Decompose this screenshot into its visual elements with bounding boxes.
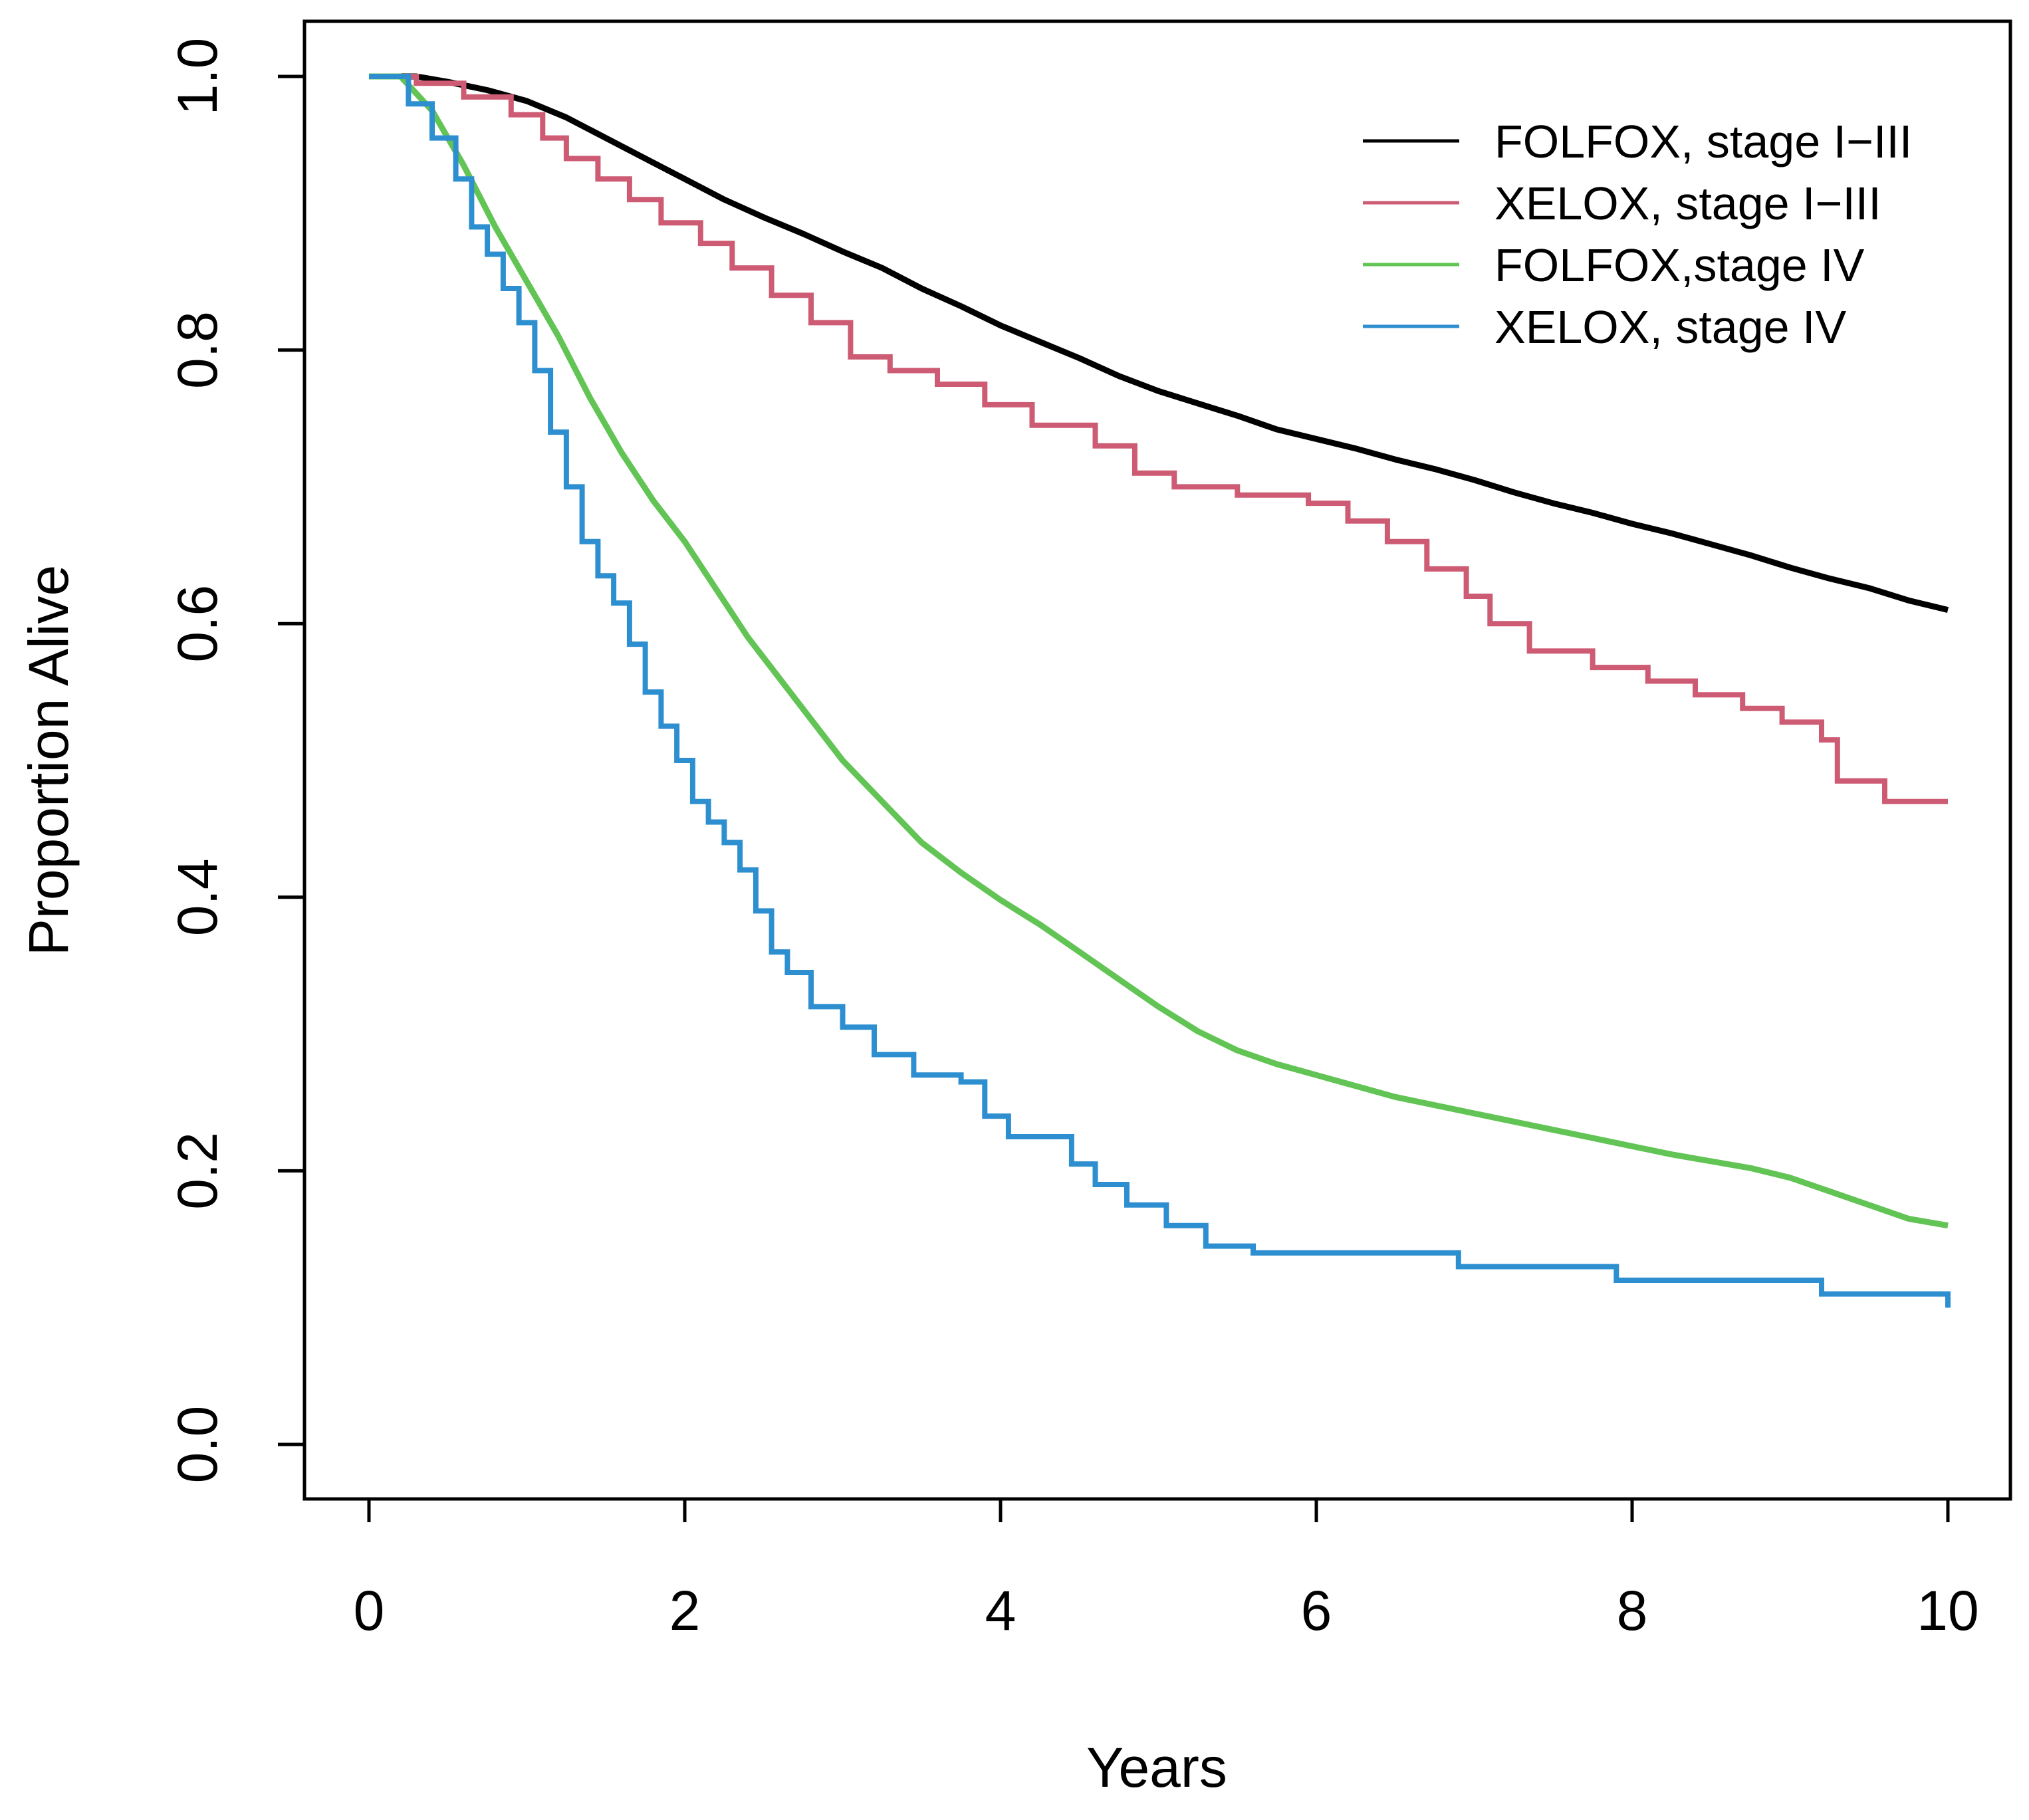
- y-tick-label: 0.4: [166, 858, 229, 936]
- x-tick-label: 10: [1917, 1579, 1978, 1642]
- legend-label-1: FOLFOX, stage I−III: [1494, 116, 1912, 168]
- y-axis-label: Proportion Alive: [17, 565, 80, 956]
- legend-label-3: FOLFOX,stage IV: [1494, 239, 1865, 291]
- x-tick-label: 4: [985, 1579, 1016, 1642]
- x-tick-label: 2: [669, 1579, 701, 1642]
- legend-label-4: XELOX, stage IV: [1494, 301, 1846, 353]
- series-line-1: [369, 73, 1949, 613]
- y-tick-label: 1.0: [166, 38, 229, 116]
- x-tick-label: 8: [1617, 1579, 1648, 1642]
- y-tick-label: 0.0: [166, 1406, 229, 1484]
- y-tick-label: 0.2: [166, 1132, 229, 1210]
- legend-label-2: XELOX, stage I−III: [1494, 177, 1881, 229]
- series-line-2: [369, 74, 1948, 804]
- series-line-3: [369, 73, 1949, 1229]
- x-axis-label: Years: [1086, 1736, 1227, 1799]
- x-tick-label: 0: [354, 1579, 385, 1642]
- y-tick-label: 0.8: [166, 311, 229, 389]
- legend: FOLFOX, stage I−III XELOX, stage I−III FOL…: [1363, 116, 1912, 353]
- series-layer: [369, 73, 1951, 1308]
- x-axis: 0 2 4 6 8 10: [354, 1497, 1979, 1642]
- y-tick-label: 0.6: [166, 585, 229, 663]
- series-line-4: [369, 74, 1951, 1308]
- y-axis: 0.0 0.2 0.4 0.6 0.8 1.0: [166, 38, 306, 1484]
- x-tick-label: 6: [1301, 1579, 1332, 1642]
